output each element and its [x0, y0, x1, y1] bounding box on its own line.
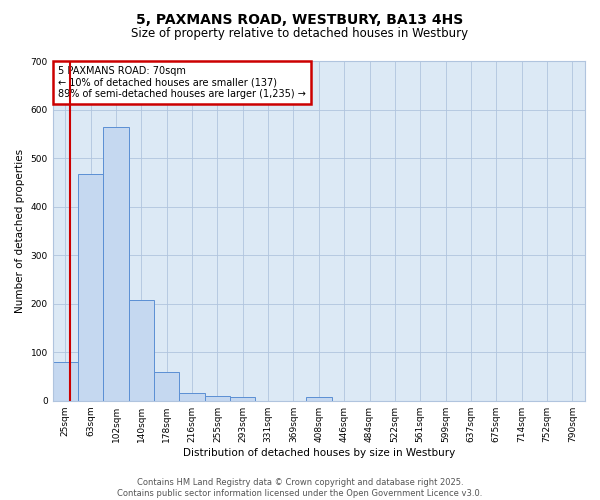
Bar — [230, 397, 256, 400]
X-axis label: Distribution of detached houses by size in Westbury: Distribution of detached houses by size … — [183, 448, 455, 458]
Bar — [205, 396, 230, 400]
Text: Contains HM Land Registry data © Crown copyright and database right 2025.
Contai: Contains HM Land Registry data © Crown c… — [118, 478, 482, 498]
Text: 5, PAXMANS ROAD, WESTBURY, BA13 4HS: 5, PAXMANS ROAD, WESTBURY, BA13 4HS — [136, 12, 464, 26]
Text: Size of property relative to detached houses in Westbury: Size of property relative to detached ho… — [131, 28, 469, 40]
Y-axis label: Number of detached properties: Number of detached properties — [15, 149, 25, 313]
Bar — [179, 394, 205, 400]
Bar — [53, 362, 78, 401]
Bar — [154, 372, 179, 400]
Bar — [78, 174, 103, 400]
Bar — [103, 126, 129, 400]
Text: 5 PAXMANS ROAD: 70sqm
← 10% of detached houses are smaller (137)
89% of semi-det: 5 PAXMANS ROAD: 70sqm ← 10% of detached … — [58, 66, 306, 100]
Bar — [306, 397, 332, 400]
Bar — [129, 300, 154, 400]
